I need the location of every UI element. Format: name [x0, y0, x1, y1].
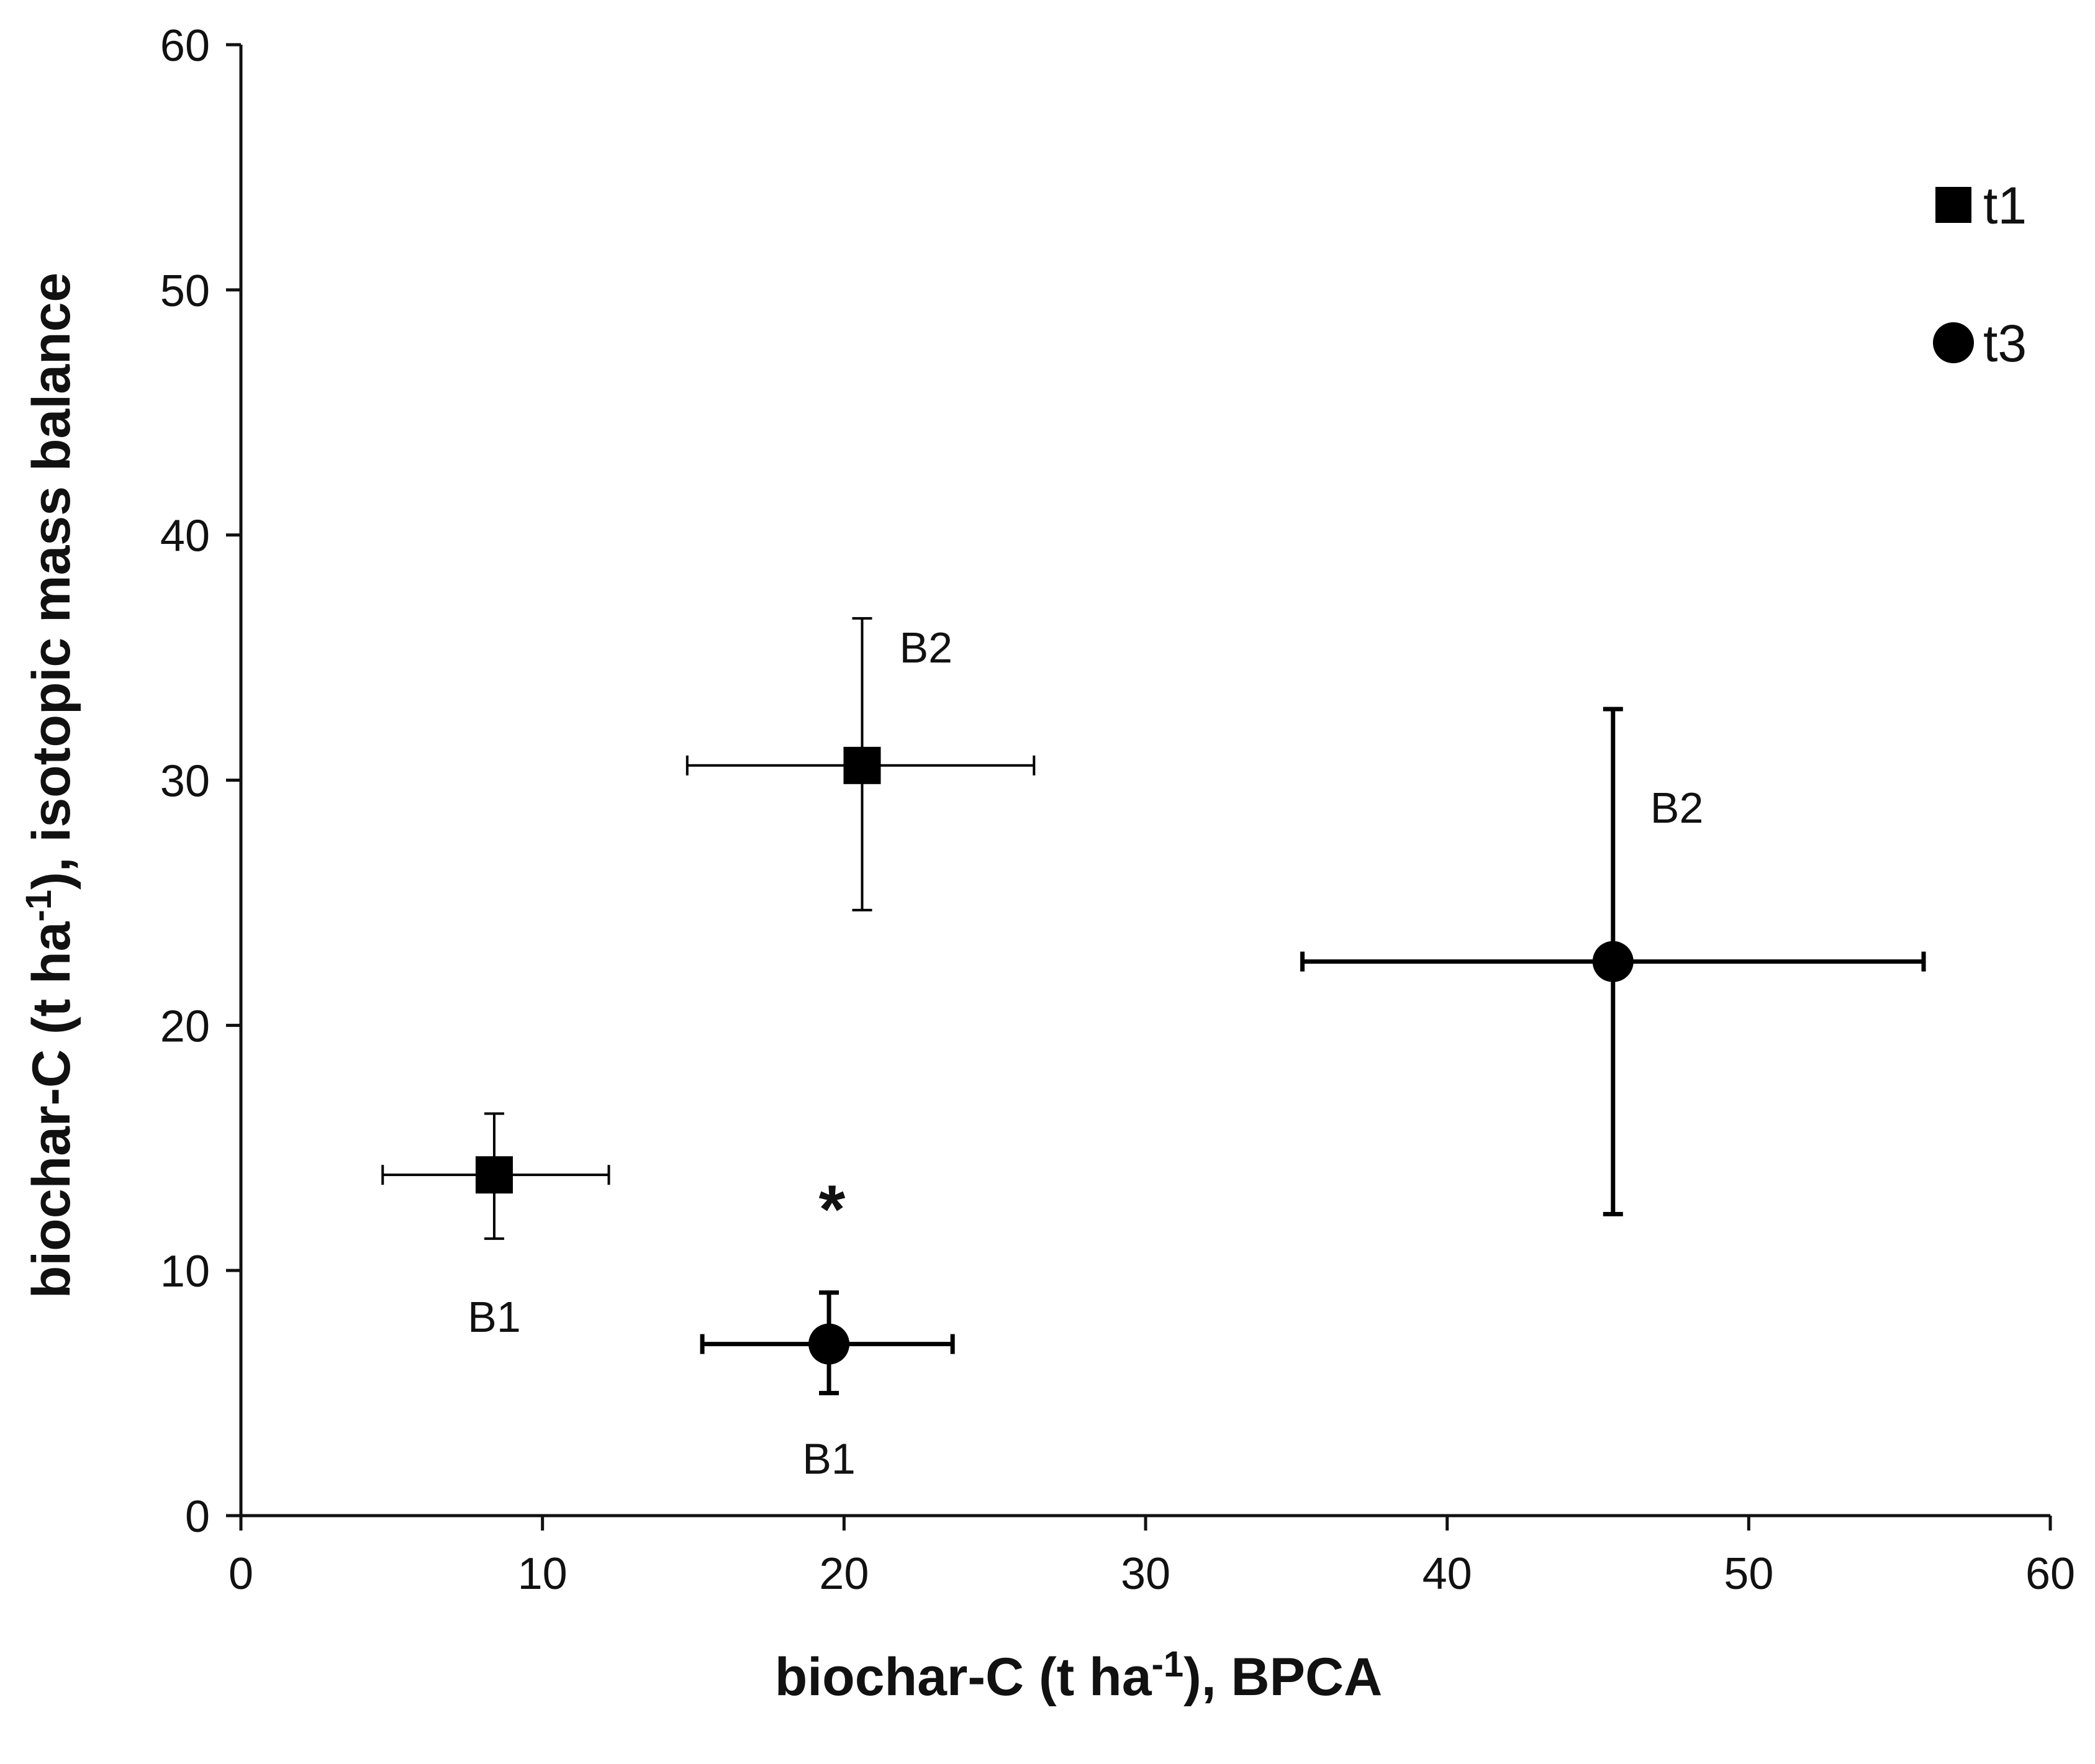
square-marker [475, 1156, 513, 1194]
y-tick-label: 60 [160, 21, 210, 71]
data-point-group: B2 [1300, 707, 1926, 1216]
y-tick-label: 40 [160, 512, 210, 561]
x-tick-label: 60 [2025, 1549, 2075, 1599]
legend-item: t1 [1935, 176, 2027, 235]
x-axis-title-part-2: ), BPCA [1183, 1647, 1382, 1707]
legend-square-icon [1935, 187, 1971, 223]
y-axis-title: biochar-C (t ha-1), isotopic mass balanc… [19, 273, 81, 1299]
x-axis-title-superscript: -1 [1152, 1644, 1184, 1685]
y-axis-title-part-2: ), isotopic mass balance [22, 273, 81, 890]
x-tick-label: 30 [1121, 1549, 1170, 1599]
point-label: B2 [899, 623, 952, 672]
point-label: B1 [802, 1435, 856, 1483]
legend: t1 t3 [1933, 176, 2027, 373]
x-tick-label: 20 [819, 1549, 869, 1599]
x-tick-label: 0 [229, 1549, 253, 1599]
legend-label: t1 [1983, 176, 2027, 235]
y-tick-label: 20 [160, 1002, 210, 1051]
x-tick-label: 50 [1724, 1549, 1773, 1599]
point-label: B2 [1650, 784, 1704, 832]
data-point-group: B2 [686, 617, 1036, 911]
x-axis-title-part-1: biochar-C (t ha [775, 1647, 1152, 1707]
point-label: B1 [468, 1293, 521, 1341]
y-tick-label: 10 [160, 1247, 210, 1296]
circle-marker [1592, 941, 1634, 982]
y-axis-title-superscript: -1 [19, 890, 59, 922]
square-marker [843, 746, 881, 784]
y-tick-label: 0 [185, 1492, 210, 1542]
data-point-group: B1 [700, 1290, 955, 1483]
legend-label: t3 [1983, 314, 2027, 373]
significance-annotation: * [819, 1171, 846, 1247]
y-tick-label: 50 [160, 266, 210, 316]
plot-area: 0 10 20 30 40 50 60 0 10 20 30 40 50 60 B1 B2 B1 B2 * t1 t3 [160, 21, 2075, 1599]
y-axis-title-part-1: biochar-C (t ha [22, 921, 81, 1298]
x-tick-label: 40 [1423, 1549, 1472, 1599]
y-tick-label: 30 [160, 757, 210, 807]
x-axis-title: biochar-C (t ha-1), BPCA [775, 1644, 1382, 1707]
legend-circle-icon [1933, 322, 1974, 363]
x-tick-label: 10 [518, 1549, 568, 1599]
circle-marker [808, 1323, 850, 1365]
legend-item: t3 [1933, 314, 2027, 373]
data-point-group: B1 [381, 1112, 610, 1341]
